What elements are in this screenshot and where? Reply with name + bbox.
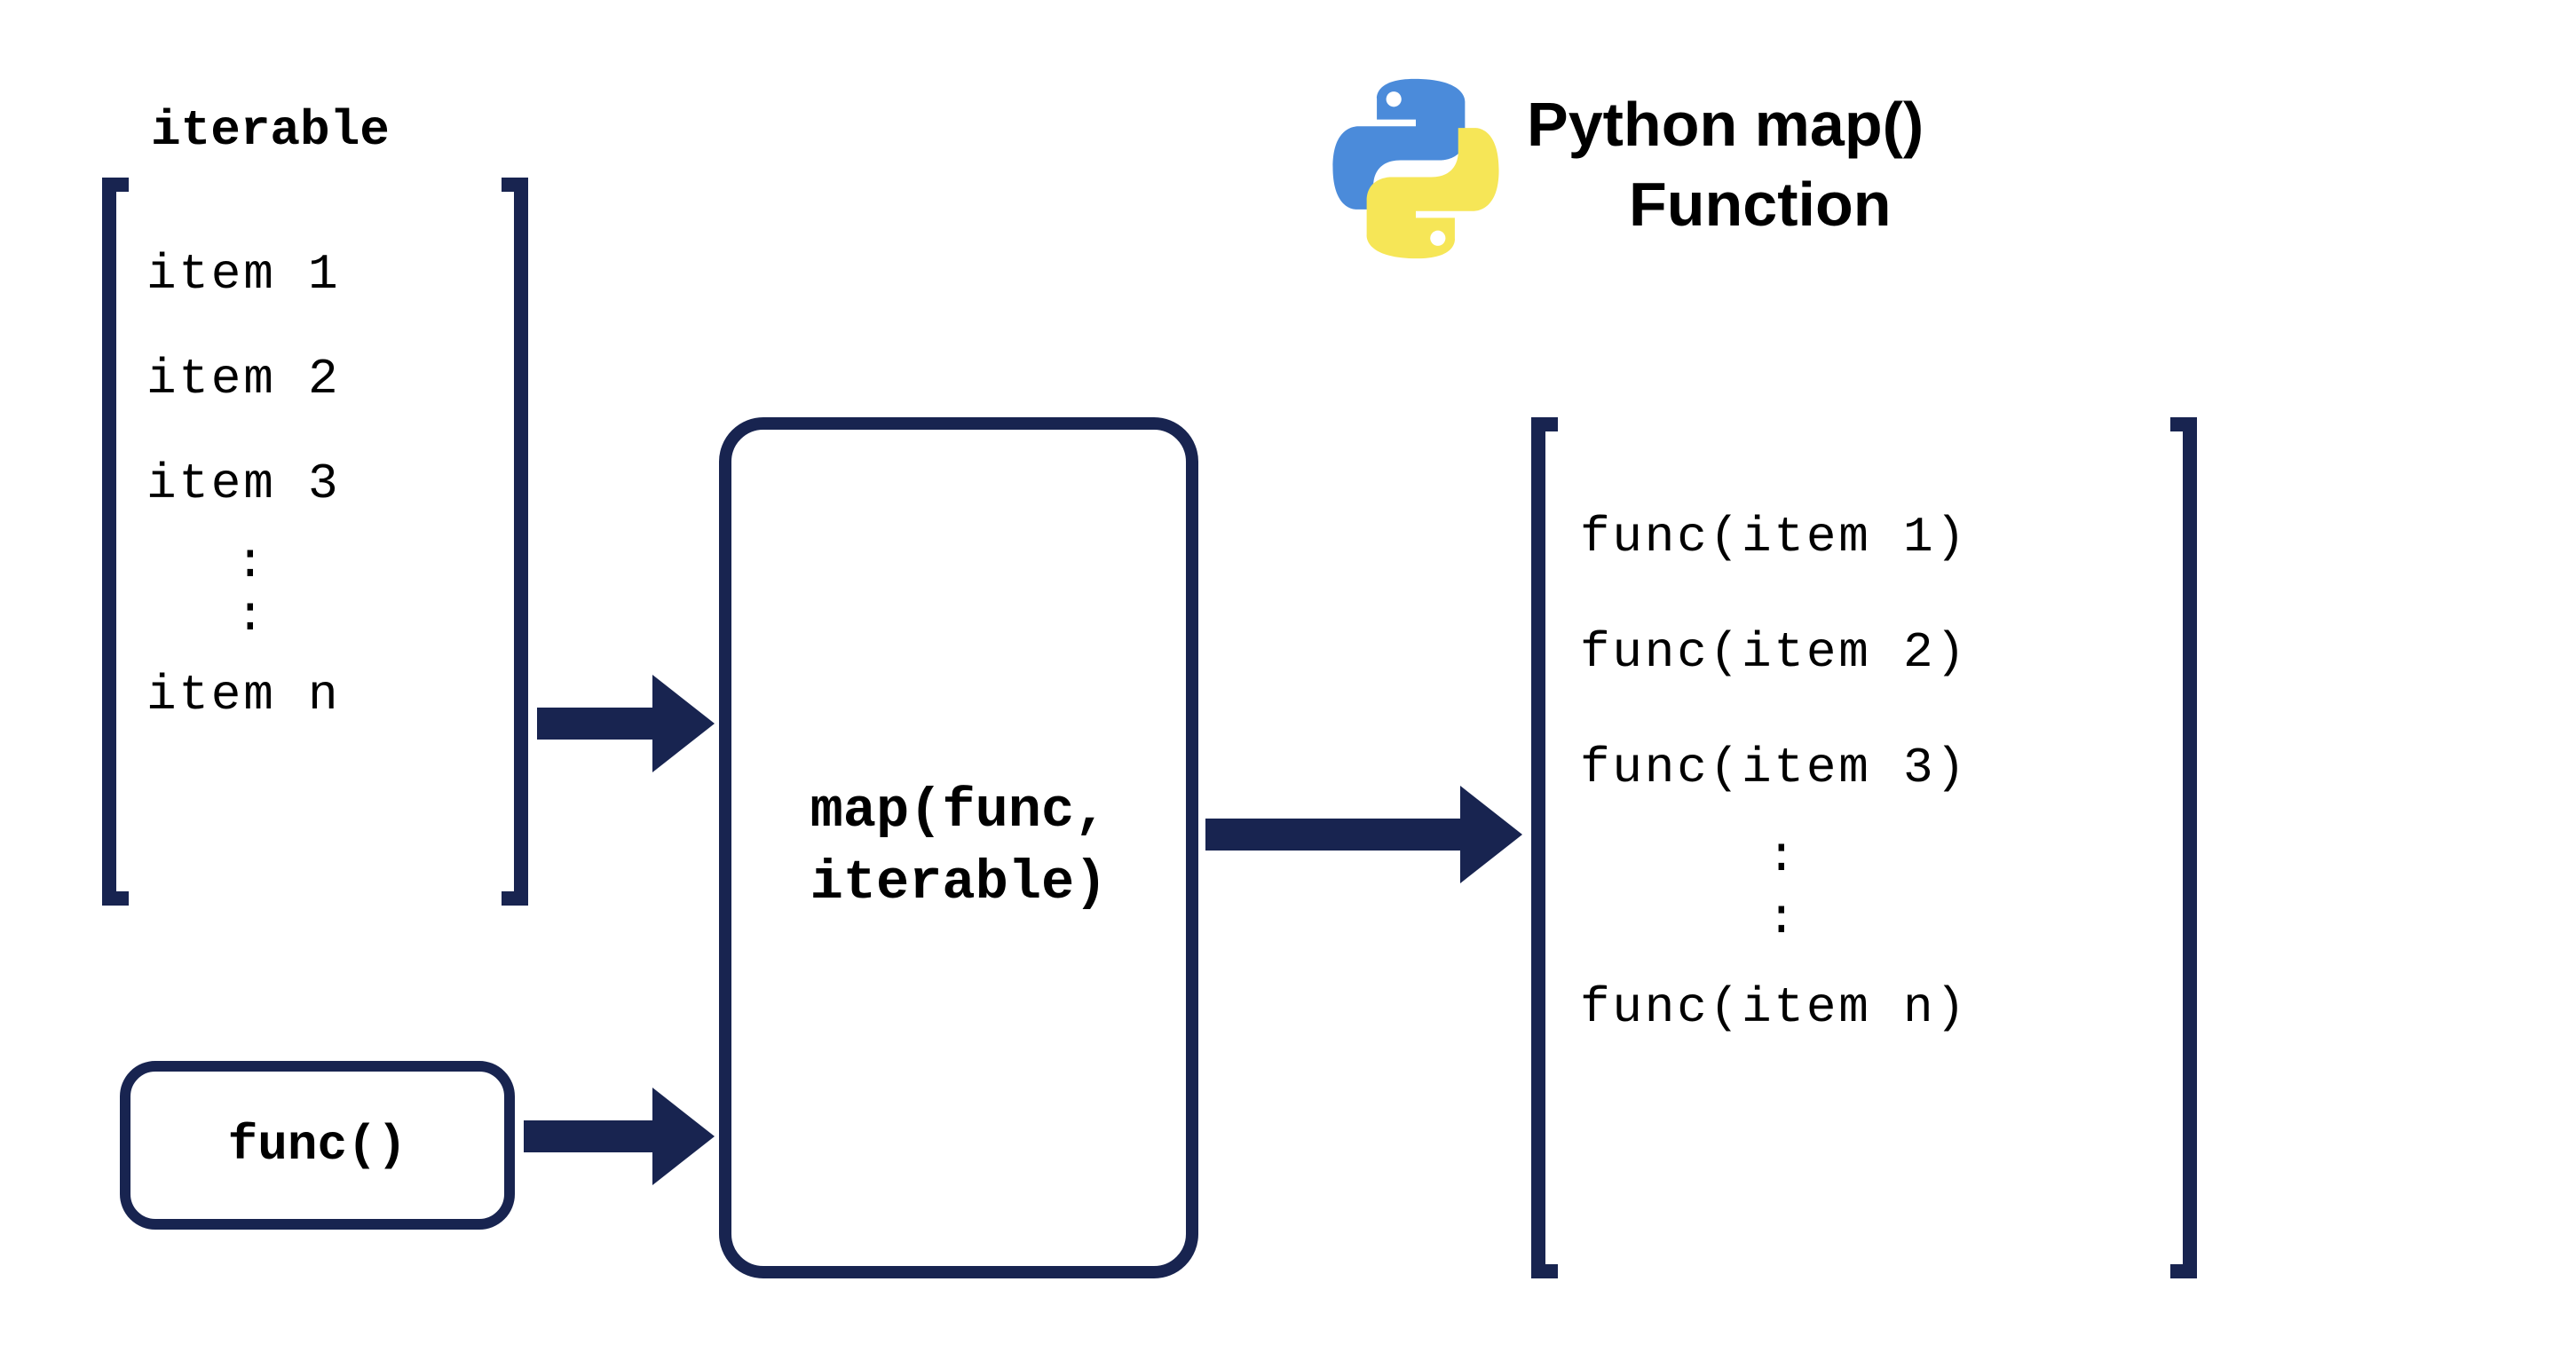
func-label: func() [228,1117,407,1174]
iterable-item: : [146,589,484,643]
map-box: map(func, iterable) [719,417,1198,1278]
func-box: func() [120,1061,515,1230]
output-items: func(item 1)func(item 2)func(item 3)::fu… [1580,479,2153,1065]
arrow-iterable-to-map-icon [537,675,715,772]
iterable-item: item n [146,643,484,748]
iterable-item: item 3 [146,431,484,536]
output-item: func(item n) [1580,950,2153,1065]
iterable-item: item 2 [146,327,484,431]
output-item: : [1580,826,2153,888]
iterable-items: item 1item 2item 3::item n [146,222,484,748]
map-label-line1: map(func, [810,776,1108,848]
title-line-1: Python map() [1527,89,1924,160]
python-logo-icon [1323,75,1509,262]
output-item: func(item 2) [1580,595,2153,710]
output-box: func(item 1)func(item 2)func(item 3)::fu… [1531,417,2197,1278]
iterable-item: : [146,536,484,589]
output-item: func(item 1) [1580,479,2153,595]
map-label-line2: iterable) [810,848,1108,920]
title-line-2: Function [1629,169,1891,240]
iterable-label: iterable [151,102,390,159]
iterable-item: item 1 [146,222,484,327]
output-item: func(item 3) [1580,710,2153,826]
iterable-box: item 1item 2item 3::item n [102,178,528,906]
output-item: : [1580,888,2153,950]
arrow-func-to-map-icon [524,1088,715,1185]
arrow-map-to-output-icon [1205,786,1522,883]
diagram-canvas: Python map() Function iterable item 1ite… [0,0,2576,1353]
